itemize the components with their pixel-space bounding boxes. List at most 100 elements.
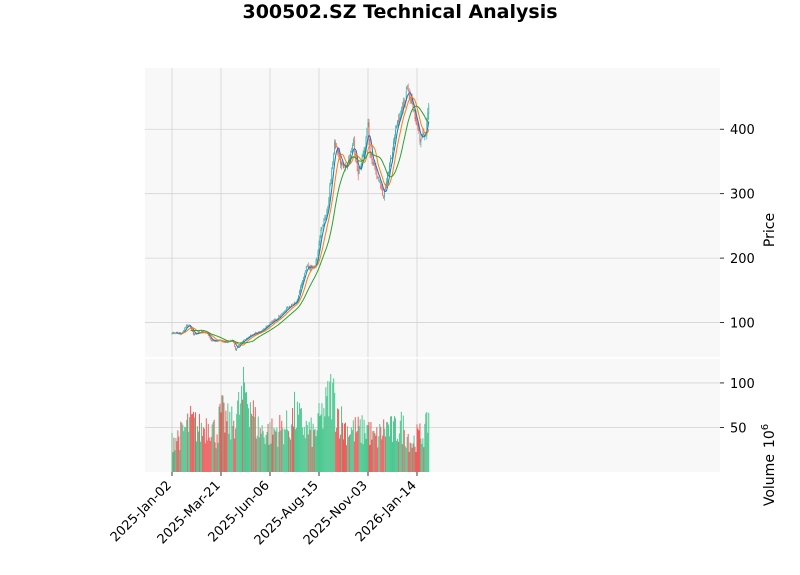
volume-bar	[324, 416, 326, 472]
volume-bar	[294, 391, 295, 472]
volume-bar	[190, 405, 192, 472]
volume-bar	[171, 432, 173, 472]
candle-body	[258, 331, 260, 333]
volume-bar	[282, 428, 284, 472]
volume-bar	[292, 408, 294, 472]
volume-bar	[392, 441, 393, 472]
volume-bar	[394, 418, 396, 472]
volume-bar	[210, 436, 212, 472]
candle-body	[309, 266, 311, 270]
candle-body	[316, 257, 318, 261]
candle-body	[187, 324, 189, 326]
volume-bar	[225, 410, 227, 472]
candle-body	[278, 315, 280, 320]
candle-body	[374, 162, 376, 168]
candle-body	[379, 179, 381, 181]
candle-body	[173, 331, 175, 334]
candle-body	[303, 273, 305, 278]
candle-body	[375, 167, 377, 171]
candle-body	[416, 122, 418, 126]
volume-bar	[257, 416, 259, 472]
candle-body	[329, 186, 331, 201]
volume-bar	[229, 412, 231, 472]
volume-bar	[410, 443, 412, 472]
volume-bar	[402, 415, 404, 472]
candle-body	[249, 336, 250, 338]
candle-body	[242, 341, 243, 343]
volume-bar	[261, 425, 263, 472]
volume-bar	[396, 438, 398, 472]
chart-title: 300502.SZ Technical Analysis	[242, 1, 557, 23]
candle-body	[417, 125, 419, 130]
candle-body	[172, 332, 174, 334]
candle-body	[253, 333, 255, 335]
volume-bar	[296, 401, 298, 472]
volume-bar	[307, 434, 309, 472]
candle-body	[380, 181, 382, 188]
volume-bar	[308, 421, 310, 472]
candle-body	[273, 320, 275, 323]
volume-bar	[188, 431, 190, 472]
volume-scale-exponent: 6	[760, 424, 771, 430]
candle-body	[415, 116, 417, 122]
volume-bar	[272, 434, 274, 472]
candle-body	[291, 304, 292, 307]
volume-tick-label: 50	[730, 421, 747, 436]
volume-bar	[405, 447, 407, 472]
volume-bar	[187, 413, 189, 472]
candle-body	[400, 108, 402, 115]
candle-body	[198, 331, 199, 334]
candle-body	[353, 139, 355, 152]
volume-bar	[399, 420, 401, 472]
volume-bar	[322, 428, 324, 472]
volume-bar	[271, 418, 273, 472]
candle-body	[255, 332, 257, 334]
volume-bar	[428, 412, 430, 472]
volume-bar	[267, 423, 269, 472]
volume-bar	[304, 438, 306, 472]
volume-bar	[316, 430, 318, 472]
volume-bar	[285, 429, 287, 472]
volume-bar	[247, 408, 249, 472]
volume-label-text: Volume	[762, 454, 778, 506]
candle-body	[410, 98, 412, 100]
candle-body	[390, 158, 391, 163]
volume-bar	[418, 430, 420, 472]
candle-body	[210, 338, 212, 341]
candle-body	[321, 227, 323, 230]
candle-body	[195, 333, 196, 335]
candle-body	[301, 283, 302, 288]
volume-bar	[237, 400, 239, 472]
candle-body	[284, 311, 286, 313]
candle-body	[213, 340, 215, 342]
candle-body	[183, 330, 185, 332]
candle-body	[246, 338, 247, 340]
volume-bar	[309, 429, 311, 472]
price-tick-label: 400	[730, 123, 755, 138]
candle-body	[399, 115, 401, 117]
volume-bar	[378, 436, 380, 472]
volume-bar	[175, 438, 177, 472]
volume-bar	[191, 414, 193, 472]
candle-body	[219, 339, 221, 341]
candle-body	[325, 217, 327, 219]
candle-body	[304, 270, 306, 273]
volume-bar	[228, 433, 230, 472]
volume-bar	[353, 441, 355, 472]
volume-bar	[259, 428, 261, 472]
candle-body	[234, 343, 236, 347]
volume-bar	[364, 433, 366, 472]
volume-bar	[389, 436, 391, 472]
volume-bar	[241, 385, 243, 472]
volume-bar	[193, 411, 195, 472]
candle-body	[281, 314, 283, 315]
candle-body	[386, 181, 387, 188]
volume-bar	[214, 442, 216, 472]
candle-body	[396, 125, 397, 129]
volume-bar	[374, 433, 376, 472]
volume-bar	[427, 432, 429, 472]
volume-bar	[234, 438, 236, 472]
volume-bar	[196, 441, 197, 472]
candle-body	[288, 307, 289, 309]
candle-body	[401, 106, 403, 108]
